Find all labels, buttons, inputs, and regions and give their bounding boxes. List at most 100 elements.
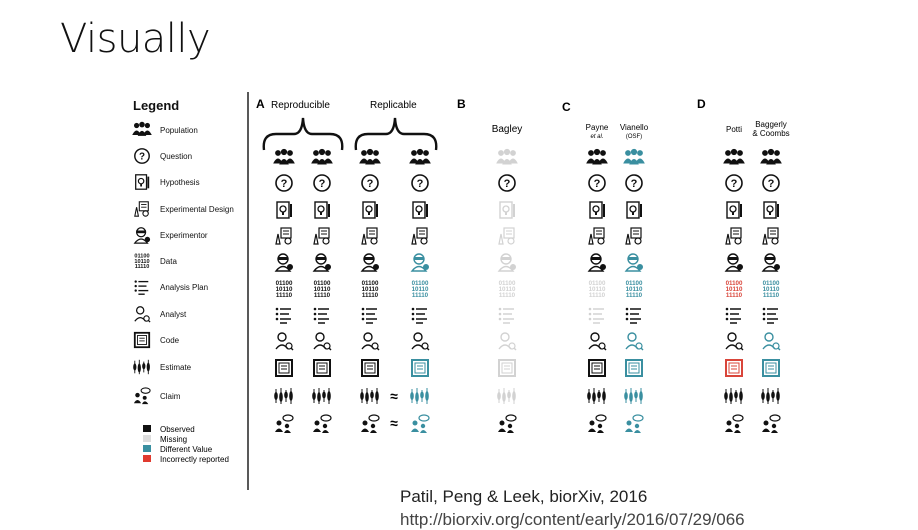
grid-cell-c2-estimate-icon — [623, 387, 644, 405]
baggerly-label-2: & Coombs — [752, 129, 789, 138]
grid-cell-c2-analyst-icon — [625, 332, 644, 351]
legend-label: Estimate — [160, 363, 192, 372]
svg-text:11110: 11110 — [276, 292, 293, 299]
grid-cell-b1-code-icon — [498, 359, 516, 377]
replicable-label: Replicable — [370, 100, 417, 111]
grid-cell-a1-hypothesis-icon — [276, 201, 292, 219]
hypothesis-icon — [134, 173, 150, 191]
figure: ? — [132, 92, 790, 490]
approx-sign-claim: ≈ — [390, 415, 398, 431]
color-key-swatch — [143, 435, 151, 442]
grid-cell-d1-experimental-design-icon — [725, 227, 742, 245]
grid-cell-c1-question-icon — [588, 174, 606, 192]
svg-text:11110: 11110 — [763, 292, 780, 299]
grid-cell-a2-experimental-design-icon — [313, 227, 330, 245]
grid-cell-c1-estimate-icon — [586, 387, 607, 405]
svg-text:01100: 01100 — [589, 280, 606, 287]
grid-cell-a4-claim-icon — [410, 414, 430, 434]
grid-cell-c2-experimental-design-icon — [625, 227, 642, 245]
svg-text:11110: 11110 — [726, 292, 743, 299]
grid-cell-c1-claim-icon — [587, 414, 607, 434]
svg-text:10110: 10110 — [763, 286, 780, 293]
svg-text:01100: 01100 — [626, 280, 643, 287]
grid-cell-d1-analyst-icon — [725, 332, 744, 351]
grid-cell-a1-code-icon — [275, 359, 293, 377]
legend-label: Hypothesis — [160, 178, 200, 187]
grid-cell-a1-experimental-design-icon — [275, 227, 292, 245]
grid-cell-c2-question-icon — [625, 174, 643, 192]
svg-text:11110: 11110 — [412, 292, 429, 299]
svg-text:10110: 10110 — [412, 286, 429, 293]
grid-cell-a1-analysis-plan-icon — [274, 306, 292, 324]
grid-cell-d1-population-icon — [723, 148, 745, 165]
bagley-label: Bagley — [492, 124, 523, 135]
grid-cell-d2-experimentor-icon — [762, 253, 781, 272]
legend-label: Claim — [160, 392, 181, 401]
grid-cell-c2-code-icon — [625, 359, 643, 377]
population-icon — [132, 121, 152, 136]
grid-cell-a2-question-icon — [313, 174, 331, 192]
grid-cell-c1-experimental-design-icon — [588, 227, 605, 245]
grid-cell-a1-estimate-icon — [273, 387, 294, 405]
svg-text:10110: 10110 — [276, 286, 293, 293]
grid-cell-a4-analysis-plan-icon — [410, 306, 428, 324]
citation-url[interactable]: http://biorxiv.org/content/early/2016/07… — [400, 510, 745, 529]
estimate-icon — [132, 359, 151, 375]
reproducible-brace — [262, 117, 344, 151]
svg-text:01100: 01100 — [763, 280, 780, 287]
grid-cell-a1-claim-icon — [274, 414, 294, 434]
grid-cell-b1-analyst-icon — [498, 332, 517, 351]
grid-cell-d1-analysis-plan-icon — [724, 306, 742, 324]
grid-cell-d2-estimate-icon — [760, 387, 781, 405]
reproducible-label: Reproducible — [271, 100, 330, 111]
panel-c-letter: C — [562, 100, 571, 114]
slide-title: Visually — [60, 16, 211, 62]
analysis-plan-icon — [133, 279, 149, 295]
icon-grid: 0110010110111100110010110111100110010110… — [273, 148, 782, 434]
svg-text:01100: 01100 — [362, 280, 379, 287]
grid-cell-a1-question-icon — [275, 174, 293, 192]
grid-cell-d2-analysis-plan-icon — [761, 306, 779, 324]
grid-cell-a2-analysis-plan-icon — [312, 306, 330, 324]
svg-text:10110: 10110 — [726, 286, 743, 293]
grid-cell-a2-estimate-icon — [311, 387, 332, 405]
grid-cell-b1-estimate-icon — [496, 387, 517, 405]
grid-cell-a2-analyst-icon — [313, 332, 332, 351]
grid-cell-a4-population-icon — [409, 148, 431, 165]
svg-text:11110: 11110 — [626, 292, 643, 299]
grid-cell-a4-analyst-icon — [411, 332, 430, 351]
color-key-swatch — [143, 455, 151, 462]
legend-label: Data — [160, 257, 177, 266]
grid-cell-c1-analyst-icon — [588, 332, 607, 351]
payne-label: Payne — [586, 123, 609, 132]
grid-cell-a4-experimentor-icon — [411, 253, 430, 272]
grid-cell-a3-estimate-icon — [359, 387, 380, 405]
grid-cell-a2-code-icon — [313, 359, 331, 377]
svg-text:01100: 01100 — [276, 280, 293, 287]
grid-cell-d1-question-icon — [725, 174, 743, 192]
color-key-label: Missing — [160, 435, 187, 444]
legend-label: Experimentor — [160, 231, 208, 240]
grid-cell-c1-experimentor-icon — [588, 253, 607, 272]
grid-cell-a3-population-icon — [359, 148, 381, 165]
grid-cell-a2-experimentor-icon — [313, 253, 332, 272]
vianello-sub-label: (OSF) — [626, 134, 642, 140]
code-icon — [133, 331, 151, 349]
grid-cell-b1-population-icon — [496, 148, 518, 165]
legend-label: Analysis Plan — [160, 283, 208, 292]
grid-cell-a3-experimental-design-icon — [361, 227, 378, 245]
grid-cell-d1-experimentor-icon — [725, 253, 744, 272]
color-key-label: Observed — [160, 425, 195, 434]
svg-text:11110: 11110 — [499, 292, 516, 299]
grid-cell-a3-question-icon — [361, 174, 379, 192]
svg-text:01100: 01100 — [314, 280, 331, 287]
grid-cell-a3-experimentor-icon — [361, 253, 380, 272]
